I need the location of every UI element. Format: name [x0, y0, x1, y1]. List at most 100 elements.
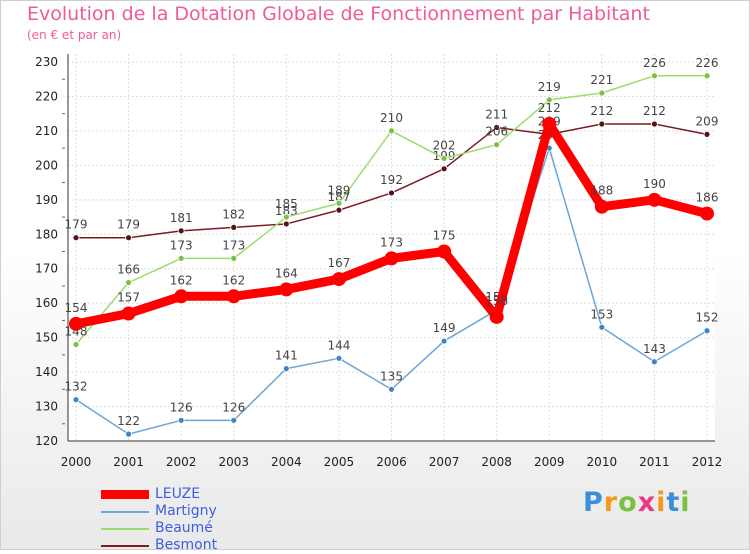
- data-label-leuze: 186: [696, 191, 719, 205]
- y-tick-label: 180: [35, 227, 58, 241]
- x-tick-label: 2001: [113, 455, 144, 469]
- data-point-martigny: [125, 430, 132, 438]
- data-point-besmont: [335, 206, 343, 214]
- x-tick-label: 2011: [639, 455, 670, 469]
- data-label-beaum: 173: [222, 238, 245, 252]
- y-tick-label: 160: [35, 296, 58, 310]
- data-point-besmont: [230, 223, 238, 231]
- data-label-besmont: 192: [380, 173, 403, 187]
- logo-letter: x: [637, 487, 657, 518]
- data-label-beaum: 219: [538, 80, 561, 94]
- data-point-beaum: [388, 127, 395, 135]
- data-point-besmont: [388, 189, 395, 197]
- data-point-martigny: [72, 396, 80, 404]
- y-tick-label: 150: [35, 331, 58, 345]
- data-label-martigny: 144: [327, 338, 350, 352]
- legend-label-beaum: Beaumé: [155, 520, 213, 536]
- data-point-leuze: [226, 289, 241, 304]
- data-label-leuze: 190: [643, 177, 666, 191]
- y-tick-label: 210: [35, 124, 58, 138]
- x-tick-label: 2012: [692, 455, 723, 469]
- data-label-martigny: 132: [65, 380, 88, 394]
- data-label-besmont: 181: [170, 211, 193, 225]
- data-point-leuze: [594, 199, 609, 214]
- chart-subtitle: (en € et par an): [27, 28, 122, 42]
- data-point-besmont: [282, 220, 290, 228]
- data-point-leuze: [542, 117, 557, 132]
- legend-item-leuze: LEUZE: [101, 486, 217, 503]
- data-label-beaum: 206: [485, 125, 508, 139]
- data-label-besmont: 179: [65, 218, 88, 232]
- data-point-beaum: [440, 155, 448, 162]
- logo-letter: t: [666, 487, 681, 518]
- data-point-leuze: [69, 316, 83, 331]
- data-label-besmont: 187: [327, 190, 350, 204]
- data-point-leuze: [331, 272, 346, 287]
- data-point-martigny: [440, 337, 448, 345]
- data-point-martigny: [388, 385, 395, 393]
- data-point-martigny: [282, 365, 290, 373]
- legend-swatch-martigny: [101, 510, 149, 513]
- data-point-martigny: [703, 327, 711, 335]
- data-point-martigny: [598, 323, 606, 331]
- x-tick-label: 2009: [534, 455, 565, 469]
- legend-label-leuze: LEUZE: [155, 486, 201, 502]
- data-label-beaum: 226: [643, 56, 666, 70]
- data-point-besmont: [651, 120, 658, 128]
- chart-legend: LEUZE Martigny Beaumé Besmont: [101, 486, 217, 554]
- data-point-besmont: [493, 124, 501, 131]
- data-point-besmont: [72, 234, 80, 242]
- data-label-martigny: 143: [643, 342, 666, 356]
- data-point-martigny: [177, 416, 185, 424]
- data-label-leuze: 162: [222, 273, 245, 287]
- data-label-beaum: 226: [696, 56, 719, 70]
- logo-letter: i: [656, 487, 667, 518]
- data-label-beaum: 148: [65, 325, 88, 339]
- data-point-beaum: [545, 96, 553, 104]
- legend-item-beaum: Beaumé: [101, 520, 217, 537]
- legend-item-martigny: Martigny: [101, 503, 217, 520]
- data-point-beaum: [72, 341, 80, 348]
- data-point-besmont: [440, 165, 448, 173]
- data-point-leuze: [384, 251, 399, 266]
- data-point-leuze: [647, 192, 662, 207]
- legend-label-besmont: Besmont: [155, 537, 218, 553]
- y-tick-label: 200: [35, 158, 58, 172]
- data-label-martigny: 141: [275, 349, 298, 363]
- y-tick-label: 190: [35, 193, 58, 207]
- data-label-leuze: 212: [538, 101, 561, 115]
- data-label-besmont: 183: [275, 204, 298, 218]
- data-label-beaum: 185: [275, 197, 298, 211]
- logo-letter: r: [603, 487, 619, 518]
- data-label-martigny: 135: [380, 369, 403, 383]
- data-label-leuze: 157: [117, 291, 140, 305]
- data-label-leuze: 156: [485, 294, 508, 308]
- data-label-besmont: 209: [696, 114, 719, 128]
- x-tick-label: 2007: [429, 455, 460, 469]
- legend-swatch-beaum: [101, 527, 149, 530]
- data-point-beaum: [282, 213, 290, 221]
- data-point-leuze: [279, 282, 294, 297]
- data-label-leuze: 154: [65, 301, 88, 315]
- data-label-martigny: 152: [696, 311, 719, 325]
- data-point-besmont: [598, 120, 606, 128]
- data-label-besmont: 212: [590, 104, 613, 118]
- data-label-martigny: 153: [590, 307, 613, 321]
- data-point-martigny: [230, 416, 238, 424]
- logo-letter: P: [583, 487, 604, 518]
- legend-swatch-leuze: [101, 490, 149, 499]
- legend-item-besmont: Besmont: [101, 537, 217, 554]
- y-tick-label: 140: [35, 365, 58, 379]
- data-point-leuze: [437, 244, 452, 259]
- data-label-besmont: 182: [222, 207, 245, 221]
- data-label-beaum: 202: [433, 138, 456, 152]
- data-label-besmont: 212: [643, 104, 666, 118]
- data-label-beaum: 189: [327, 183, 350, 197]
- x-tick-label: 2010: [587, 455, 618, 469]
- data-label-leuze: 173: [380, 235, 403, 249]
- data-point-beaum: [493, 141, 501, 149]
- data-point-leuze: [700, 206, 714, 221]
- y-tick-label: 220: [35, 89, 58, 103]
- x-tick-label: 2002: [166, 455, 197, 469]
